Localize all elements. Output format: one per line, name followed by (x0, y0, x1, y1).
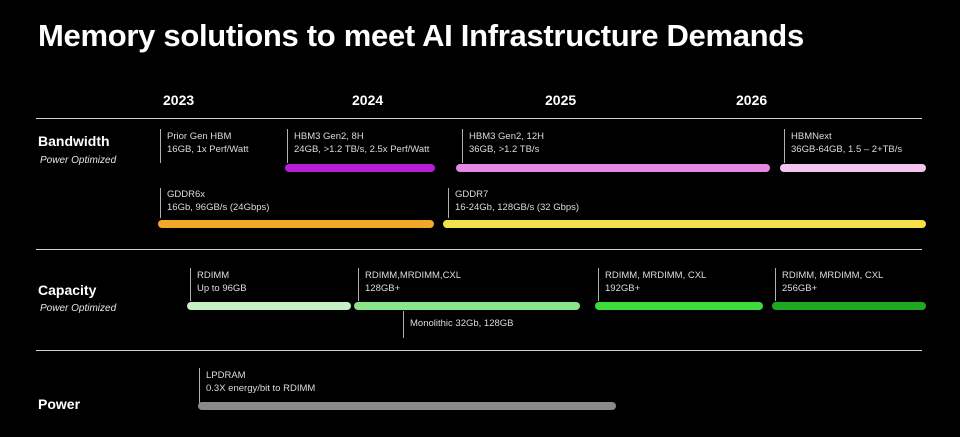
item-tick (775, 268, 776, 301)
divider-capacity-power (36, 350, 922, 351)
item-label-line1: RDIMM, MRDIMM, CXL (782, 270, 884, 281)
row-subtitle-bandwidth: Power Optimized (40, 155, 117, 166)
year-2023: 2023 (163, 92, 195, 108)
item-tick (448, 188, 449, 218)
year-2024: 2024 (352, 92, 384, 108)
item-label: RDIMM, MRDIMM, CXL 256GB+ (782, 270, 883, 295)
item-label-line2: 36GB-64GB, 1.5 – 2+TB/s (791, 143, 903, 155)
item-label-line2: 128GB+ (365, 282, 401, 294)
row-title-power: Power (38, 396, 81, 412)
item-label-line1: HBM3 Gen2, 12H (469, 131, 544, 142)
item-label-line1: RDIMM,MRDIMM,CXL (365, 270, 462, 281)
bar-gddr7 (443, 220, 926, 228)
row-title-bandwidth: Bandwidth (38, 133, 110, 149)
year-2025: 2025 (545, 92, 577, 108)
bar-hbmnext (780, 164, 926, 172)
bar-gddr6x (158, 220, 434, 228)
row-subtitle-capacity: Power Optimized (40, 303, 117, 314)
bar-hbm3-gen2-8h (285, 164, 435, 172)
item-label-line1: RDIMM (197, 270, 230, 281)
item-tick (287, 129, 288, 163)
year-2026: 2026 (736, 92, 768, 108)
item-tick (462, 129, 463, 163)
item-tick (199, 368, 200, 403)
item-label-line1: LPDRAM (206, 370, 246, 381)
item-label-line2: 16-24Gb, 128GB/s (32 Gbps) (455, 201, 580, 213)
item-label-line1: HBMNext (791, 131, 832, 142)
item-label: Prior Gen HBM 16GB, 1x Perf/Watt (167, 131, 248, 156)
item-tick (403, 311, 404, 338)
bar-lpdram (198, 402, 616, 410)
bar-rdimm-96gb (187, 302, 351, 310)
item-label: HBMNext 36GB-64GB, 1.5 – 2+TB/s (791, 131, 902, 156)
item-label: HBM3 Gen2, 8H 24GB, >1.2 TB/s, 2.5x Perf… (294, 131, 429, 156)
item-label: LPDRAM 0.3X energy/bit to RDIMM (206, 370, 315, 395)
bar-rdimm-mrdimm-cxl-192gb (595, 302, 763, 310)
item-label-line2: 16GB, 1x Perf/Watt (167, 143, 249, 155)
item-tick (190, 268, 191, 301)
page-title: Memory solutions to meet AI Infrastructu… (38, 18, 804, 53)
item-label-line1: Monolithic 32Gb, 128GB (410, 318, 514, 329)
item-tick (160, 188, 161, 218)
item-label-line2: 36GB, >1.2 TB/s (469, 143, 540, 155)
item-tick (160, 129, 161, 163)
divider-bandwidth-capacity (36, 249, 922, 250)
divider-top (36, 118, 922, 119)
item-label-line1: HBM3 Gen2, 8H (294, 131, 364, 142)
item-label: HBM3 Gen2, 12H 36GB, >1.2 TB/s (469, 131, 544, 156)
item-label: RDIMM, MRDIMM, CXL 192GB+ (605, 270, 706, 295)
bar-hbm3-gen2-12h (456, 164, 770, 172)
item-label-line1: RDIMM, MRDIMM, CXL (605, 270, 707, 281)
item-tick (784, 129, 785, 163)
item-label: Monolithic 32Gb, 128GB (410, 318, 514, 331)
item-label-line2: 192GB+ (605, 282, 641, 294)
item-tick (598, 268, 599, 301)
item-label: RDIMM Up to 96GB (197, 270, 247, 295)
item-label: GDDR7 16-24Gb, 128GB/s (32 Gbps) (455, 189, 579, 214)
item-label: GDDR6x 16Gb, 96GB/s (24Gbps) (167, 189, 269, 214)
bar-rdimm-mrdimm-cxl-256gb (772, 302, 926, 310)
item-label-line2: 0.3X energy/bit to RDIMM (206, 382, 316, 394)
bar-rdimm-mrdimm-cxl-128gb (354, 302, 580, 310)
item-label: RDIMM,MRDIMM,CXL 128GB+ (365, 270, 461, 295)
item-label-line2: Up to 96GB (197, 282, 247, 294)
item-tick (358, 268, 359, 301)
row-title-capacity: Capacity (38, 282, 97, 298)
item-label-line1: GDDR6x (167, 189, 206, 200)
item-label-line2: 24GB, >1.2 TB/s, 2.5x Perf/Watt (294, 143, 430, 155)
item-label-line2: 16Gb, 96GB/s (24Gbps) (167, 201, 270, 213)
item-label-line1: GDDR7 (455, 189, 489, 200)
item-label-line2: 256GB+ (782, 282, 818, 294)
item-label-line1: Prior Gen HBM (167, 131, 232, 142)
